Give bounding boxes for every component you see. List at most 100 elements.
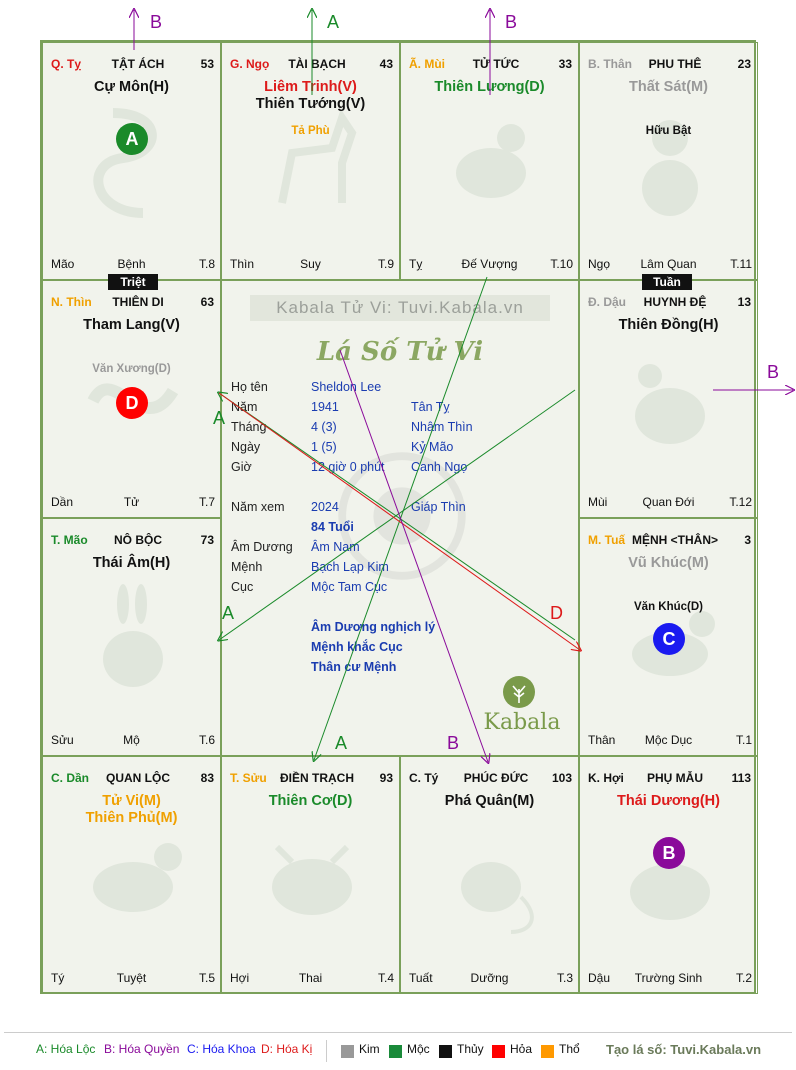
rat-icon xyxy=(461,862,534,934)
legend-hoa-ki: D: Hóa Kị xyxy=(261,1042,313,1056)
age: 3 xyxy=(744,533,751,547)
info-ngay: 1 (5) xyxy=(311,440,337,454)
house-name: PHÚC ĐỨC xyxy=(463,771,529,785)
can-chi: Đ. Dậu xyxy=(588,295,627,309)
swatch-hoa xyxy=(492,1045,505,1058)
cell-suu: T. Sửu ĐIỀN TRẠCH 93 Thiên Cơ(D) Hợi Tha… xyxy=(221,756,400,994)
footer-separator xyxy=(326,1040,327,1062)
swatch-tho xyxy=(541,1045,554,1058)
cell-ty-rat: C. Tý PHÚC ĐỨC 103 Phá Quân(M) Tuất Dưỡn… xyxy=(400,756,579,994)
age: 53 xyxy=(200,57,214,71)
pig-icon xyxy=(630,864,710,920)
aux-star: Văn Khúc(D) xyxy=(634,601,703,613)
legend-hoa: Hỏa xyxy=(510,1042,533,1056)
house-name: HUYNH ĐỆ xyxy=(643,295,707,309)
cell-stage: Suy xyxy=(300,257,321,271)
aux-star: Văn Xương(D) xyxy=(92,363,171,375)
legend-hoa-loc: A: Hóa Lộc xyxy=(36,1042,96,1056)
main-star: Vũ Khúc(M) xyxy=(628,555,709,571)
house-name: PHU THÊ xyxy=(648,57,702,71)
age: 63 xyxy=(200,295,214,309)
cell-stage: Dưỡng xyxy=(470,971,509,985)
house-name: QUAN LỘC xyxy=(106,771,170,785)
main-star: Cự Môn(H) xyxy=(94,79,169,95)
cell-ty: Q. Tỵ TẬT ÁCH 53 Cự Môn(H) A Mão Bệnh T.… xyxy=(42,42,221,280)
cell-stage: Quan Đới xyxy=(642,495,695,509)
house-name: TÀI BẠCH xyxy=(288,57,346,71)
cell-ngo: G. Ngọ TÀI BẠCH 43 Liêm Trinh(V) Thiên T… xyxy=(221,42,400,280)
main-star: Thiên Cơ(D) xyxy=(268,793,353,809)
cell-stage: Lâm Quan xyxy=(640,257,697,271)
info-note-1: Âm Dương nghịch lý xyxy=(311,620,436,634)
aux-star: Hữu Bật xyxy=(645,125,692,137)
info-note-3: Thân cư Mệnh xyxy=(311,660,397,674)
main-star-2: Thiên Phủ(M) xyxy=(85,810,178,826)
main-star: Tham Lang(V) xyxy=(83,317,180,333)
cell-month: T.11 xyxy=(730,257,752,271)
cell-month: T.2 xyxy=(735,971,752,985)
cell-than: B. Thân PHU THÊ 23 Thất Sát(M) Hữu Bật N… xyxy=(579,42,758,280)
info-nam: 1941 xyxy=(311,400,339,414)
info-label-thang: Tháng xyxy=(231,420,267,434)
age: 113 xyxy=(731,771,751,785)
main-star: Liêm Trinh(V) xyxy=(264,79,357,95)
cell-tuat: M. Tuấ MỆNH <THÂN> 3 Vũ Khúc(M) Văn Khúc… xyxy=(579,518,758,756)
ox-icon xyxy=(272,844,352,915)
info-menh: Bạch Lạp Kim xyxy=(311,560,389,574)
main-star: Tử Vi(M) xyxy=(102,793,161,809)
cell-branch: Dậu xyxy=(588,971,611,985)
house-name: TỬ TỨC xyxy=(472,57,520,71)
cell-month: T.5 xyxy=(198,971,215,985)
cell-month: T.4 xyxy=(377,971,394,985)
legend-tho: Thổ xyxy=(559,1042,580,1056)
cell-month: T.3 xyxy=(556,971,573,985)
hoa-loc-badge: A xyxy=(116,123,148,155)
main-star-2: Thiên Tướng(V) xyxy=(255,96,366,112)
age: 13 xyxy=(737,295,751,309)
cell-month: T.8 xyxy=(198,257,215,271)
cell-branch: Tuất xyxy=(409,971,433,985)
info-label-ngay: Ngày xyxy=(231,440,261,454)
cell-branch: Mão xyxy=(51,257,75,271)
can-chi: Q. Tỵ xyxy=(51,57,82,71)
monkey-icon xyxy=(642,120,698,216)
can-chi: T. Sửu xyxy=(230,771,267,785)
hoa-khoa-badge: C xyxy=(653,623,685,655)
cell-stage: Mộc Dục xyxy=(644,733,693,747)
info-tuoi: 84 Tuổi xyxy=(311,520,354,534)
can-chi: Ã. Mùi xyxy=(409,57,445,71)
center-title: Lá Số Tử Vi xyxy=(316,337,484,367)
can-chi: G. Ngọ xyxy=(230,57,270,71)
info-nam-can-chi: Tân Tỵ xyxy=(411,400,450,414)
info-thang: 4 (3) xyxy=(311,420,337,434)
triet-tag: Triệt xyxy=(108,274,158,290)
swatch-thuy xyxy=(439,1045,452,1058)
rooster-icon xyxy=(635,364,705,444)
main-star: Thiên Đồng(H) xyxy=(618,317,719,333)
site-credit-link[interactable]: Tạo lá số: Tuvi.Kabala.vn xyxy=(606,1042,762,1057)
info-gio: 12 giờ 0 phút xyxy=(311,460,385,474)
cell-branch: Hợi xyxy=(230,971,250,985)
age: 83 xyxy=(200,771,214,785)
cell-stage: Tuyệt xyxy=(116,971,147,985)
cell-branch: Ngọ xyxy=(588,257,611,271)
tu-vi-chart: Q. Tỵ TẬT ÁCH 53 Cự Môn(H) A Mão Bệnh T.… xyxy=(40,40,758,994)
cell-month: T.1 xyxy=(735,733,752,747)
hoa-quyen-badge: B xyxy=(653,837,685,869)
main-star: Thất Sát(M) xyxy=(629,79,708,95)
swatch-moc xyxy=(389,1045,402,1058)
age: 33 xyxy=(558,57,572,71)
cell-branch: Thân xyxy=(588,733,616,747)
info-nam-xem-can-chi: Giáp Thìn xyxy=(411,500,466,514)
can-chi: K. Hợi xyxy=(588,771,624,785)
aux-star: Tả Phù xyxy=(291,125,330,137)
cell-stage: Tử xyxy=(123,495,140,509)
arrow-label-a-2: A xyxy=(222,603,235,623)
cell-stage: Trường Sinh xyxy=(634,971,703,985)
cell-branch: Dần xyxy=(51,495,74,509)
cell-month: T.10 xyxy=(550,257,573,271)
goat-icon xyxy=(456,124,526,198)
info-nam-xem: 2024 xyxy=(311,500,339,514)
horse-icon xyxy=(278,108,357,204)
cell-stage: Bệnh xyxy=(117,257,146,271)
